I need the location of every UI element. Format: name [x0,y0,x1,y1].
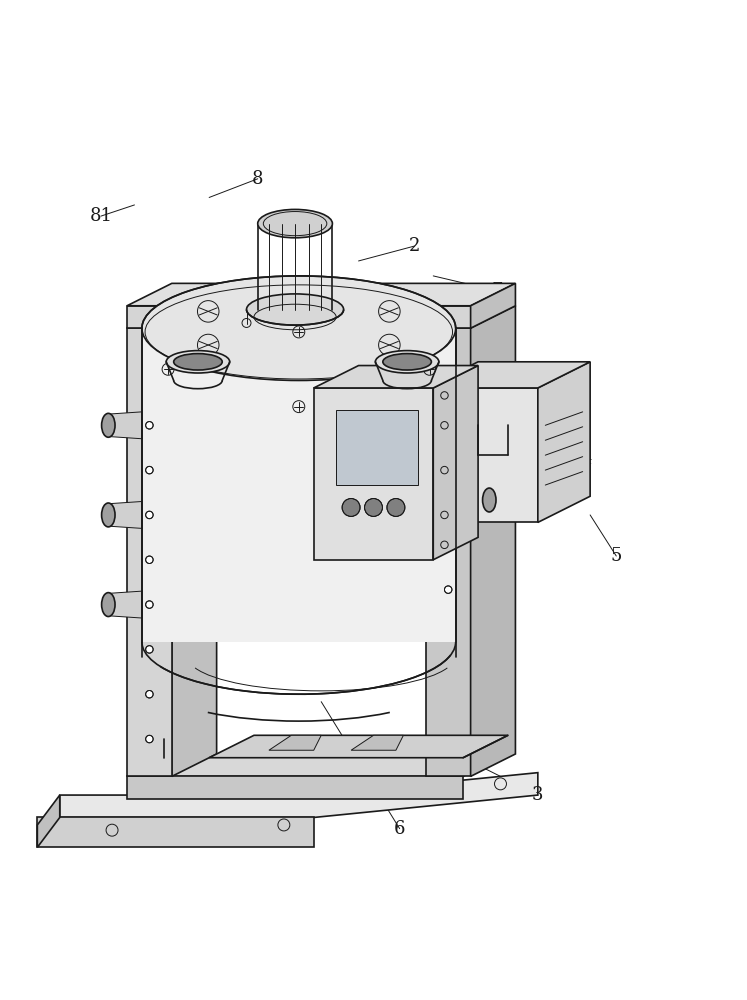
Ellipse shape [375,351,439,373]
Circle shape [146,646,153,653]
Text: 8: 8 [252,170,264,188]
Circle shape [342,499,360,516]
Polygon shape [538,362,590,522]
Polygon shape [127,306,471,328]
Polygon shape [108,591,142,618]
Polygon shape [314,388,433,560]
Ellipse shape [142,276,456,380]
Ellipse shape [102,413,115,437]
Circle shape [444,541,452,549]
Polygon shape [108,412,142,439]
Text: 3: 3 [532,786,544,804]
Circle shape [387,499,405,516]
Ellipse shape [173,354,223,370]
Polygon shape [127,754,508,776]
Circle shape [146,511,153,519]
Polygon shape [426,328,471,776]
Polygon shape [60,773,538,817]
Ellipse shape [258,209,332,238]
Text: 1: 1 [506,644,518,662]
Polygon shape [269,735,321,750]
Text: 7: 7 [491,282,503,300]
Polygon shape [336,410,418,485]
Circle shape [146,690,153,698]
Polygon shape [37,817,314,847]
Ellipse shape [247,294,344,325]
Text: 2: 2 [409,237,421,255]
Polygon shape [37,795,60,847]
Text: 81: 81 [90,207,112,225]
Polygon shape [209,735,508,758]
Polygon shape [433,366,478,560]
Ellipse shape [166,351,230,373]
Text: 4: 4 [580,450,592,468]
Polygon shape [108,501,142,528]
Polygon shape [127,776,463,799]
Text: 6: 6 [394,820,406,838]
Ellipse shape [102,593,115,617]
Polygon shape [471,306,515,776]
Circle shape [146,422,153,429]
Text: 5: 5 [610,547,622,565]
Ellipse shape [383,354,431,370]
Polygon shape [351,735,403,750]
Polygon shape [471,283,515,328]
Circle shape [146,735,153,743]
Circle shape [365,499,382,516]
Circle shape [146,601,153,608]
Ellipse shape [102,503,115,527]
Ellipse shape [483,488,496,512]
Polygon shape [426,388,538,522]
Polygon shape [127,283,515,306]
Circle shape [146,556,153,563]
Polygon shape [127,328,172,776]
Circle shape [146,466,153,474]
Polygon shape [426,362,590,388]
Polygon shape [172,306,217,776]
Circle shape [444,496,452,504]
Polygon shape [142,328,456,642]
Circle shape [444,586,452,593]
Polygon shape [314,366,478,388]
Polygon shape [459,487,489,513]
